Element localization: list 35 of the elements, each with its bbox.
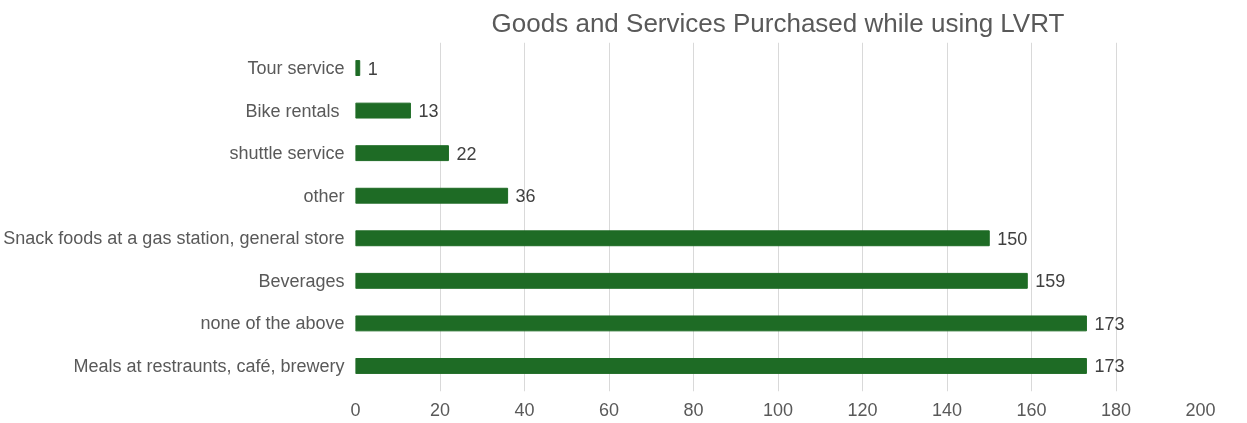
data-label: 159: [1035, 271, 1066, 292]
data-label: 150: [997, 228, 1028, 249]
y-tick-label: none of the above: [200, 313, 345, 334]
bar: [355, 358, 1087, 374]
bar: [355, 102, 411, 119]
data-label: 1: [367, 58, 378, 79]
data-label: 173: [1094, 313, 1125, 334]
x-tick-label: 20: [429, 399, 451, 420]
x-tick-label: 0: [350, 399, 361, 420]
bar: [355, 315, 1087, 332]
y-tick-label: Snack foods at a gas station, general store: [3, 228, 345, 249]
x-tick-label: 140: [931, 399, 963, 420]
y-tick-label: Tour service: [247, 58, 345, 79]
y-tick-label: Meals at restraunts, café, brewery: [73, 355, 345, 376]
data-label: 22: [456, 143, 477, 164]
x-tick-label: 60: [598, 399, 620, 420]
y-tick-label: Beverages: [258, 270, 345, 291]
bar: [355, 230, 990, 247]
data-label: 173: [1094, 356, 1125, 377]
y-tick-label: other: [303, 185, 345, 206]
x-tick-label: 180: [1100, 399, 1132, 420]
bar: [355, 187, 509, 204]
x-tick-label: 100: [762, 399, 794, 420]
data-label: 13: [418, 101, 439, 122]
x-tick-label: 160: [1016, 399, 1047, 420]
bar: [355, 145, 449, 162]
y-tick-label: Bike rentals: [245, 100, 340, 121]
x-tick-label: 80: [683, 399, 704, 420]
chart-title: Goods and Services Purchased while using LVRT: [491, 7, 1065, 38]
x-tick-label: 120: [847, 399, 878, 420]
y-tick-label: shuttle service: [229, 143, 345, 164]
data-label: 36: [515, 186, 536, 207]
bar: [355, 272, 1028, 289]
x-tick-label: 40: [514, 399, 535, 420]
x-tick-label: 200: [1185, 399, 1216, 420]
